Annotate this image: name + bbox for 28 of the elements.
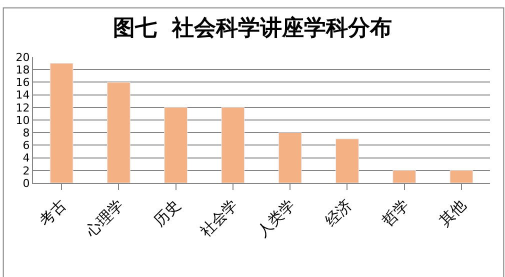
- y-tick-label: 18: [16, 63, 30, 76]
- y-tick-label: 14: [16, 88, 30, 102]
- bar: [50, 63, 74, 183]
- bar: [336, 138, 359, 183]
- x-tick-label: 其他: [436, 196, 470, 230]
- x-tick-label: 历史: [150, 196, 184, 230]
- x-tick-label: 哲学: [378, 196, 412, 230]
- bar: [107, 82, 130, 183]
- bar: [221, 107, 245, 183]
- y-tick-label: 10: [16, 114, 30, 127]
- y-tick-label: 6: [22, 139, 30, 152]
- bar: [392, 170, 416, 183]
- bar: [164, 107, 188, 183]
- y-tick-label: 16: [16, 76, 30, 90]
- y-tick-label: 2: [22, 164, 30, 178]
- bar: [450, 170, 474, 183]
- chart-title: 图七 社会科学讲座学科分布: [112, 14, 392, 41]
- x-tick-label: 考古: [36, 196, 70, 230]
- x-tick-label: 心理学: [82, 196, 127, 242]
- x-tick-label: 经济: [321, 196, 356, 230]
- bar: [278, 132, 302, 183]
- y-tick-label: 12: [16, 101, 30, 114]
- y-tick-label: 4: [22, 152, 30, 165]
- y-tick-label: 20: [16, 50, 30, 64]
- y-tick-label: 0: [22, 176, 30, 190]
- x-tick-label: 人类学: [254, 196, 298, 240]
- y-tick-label: 8: [22, 126, 30, 140]
- x-tick-label: 社会学: [196, 196, 242, 240]
